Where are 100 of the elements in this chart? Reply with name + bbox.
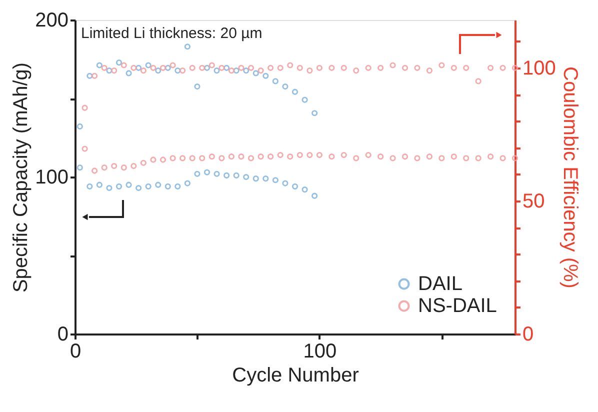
point [258,68,264,74]
point [228,68,234,74]
point [402,154,408,160]
y-tick-label: 0 [57,324,68,346]
point [268,64,274,71]
point [86,183,93,190]
x-axis-title: Cycle Number [232,364,360,386]
point [136,64,142,71]
point [248,155,254,162]
legend-label: NS-DAIL [418,295,497,317]
point [189,64,196,71]
point [340,152,347,158]
point [164,64,171,71]
point [272,177,278,184]
point [96,182,102,188]
point [426,68,432,74]
point [160,156,166,163]
point [438,62,445,68]
point [488,64,494,71]
point [204,169,210,176]
point [130,162,137,170]
point [76,164,83,171]
point [390,155,396,162]
point [120,164,127,171]
point [199,155,206,162]
point [82,146,88,152]
point [252,176,259,182]
point [106,68,112,74]
point [316,64,322,71]
point [277,152,284,158]
point [500,155,506,162]
point [145,183,152,190]
point [150,156,156,163]
point [76,123,83,130]
point [438,155,445,162]
point [130,64,137,71]
point [296,152,303,158]
point [272,78,278,84]
point [287,62,294,68]
point [292,88,298,95]
point [199,64,206,71]
y2-tick-label: 50 [522,190,545,212]
point [116,183,122,190]
y-tick-label: 100 [35,166,68,188]
point [302,96,308,103]
point [262,176,269,182]
point [145,62,152,68]
point [106,184,112,192]
point [287,154,294,160]
point [233,68,240,74]
point [292,183,298,190]
point [500,64,506,71]
point [194,83,200,90]
point [174,183,181,190]
point [184,44,190,50]
point [262,72,269,79]
point [378,64,384,71]
point [96,62,102,68]
point [208,62,215,68]
point [136,184,142,192]
point [194,170,200,177]
point [101,64,108,71]
point [252,70,259,76]
point [224,172,230,178]
point [214,68,220,74]
point [228,154,234,160]
point [306,152,313,158]
point [282,83,288,90]
point [475,155,482,162]
y2-tick-label: 100 [522,57,556,80]
point [126,182,132,188]
point [170,155,176,162]
point [463,155,470,162]
point [101,164,108,171]
point [111,68,118,74]
point [218,155,225,162]
point [312,192,318,199]
y2-tick-label: 0 [522,324,534,346]
point [475,78,482,84]
point [258,154,264,160]
y-axis-title: Specific Capacity (mAh/g) [10,62,32,293]
point [170,62,176,68]
point [238,64,244,71]
point [426,154,432,160]
point [189,155,196,162]
point [277,64,284,71]
point [82,104,88,111]
point [312,110,318,116]
point [328,64,335,71]
point [402,64,408,71]
point [92,168,98,174]
point [180,68,186,74]
point [184,180,190,186]
point [316,152,322,158]
point [224,64,230,71]
point [155,68,162,74]
point [463,64,470,71]
point [378,154,384,160]
point [512,155,518,162]
point [243,174,250,180]
